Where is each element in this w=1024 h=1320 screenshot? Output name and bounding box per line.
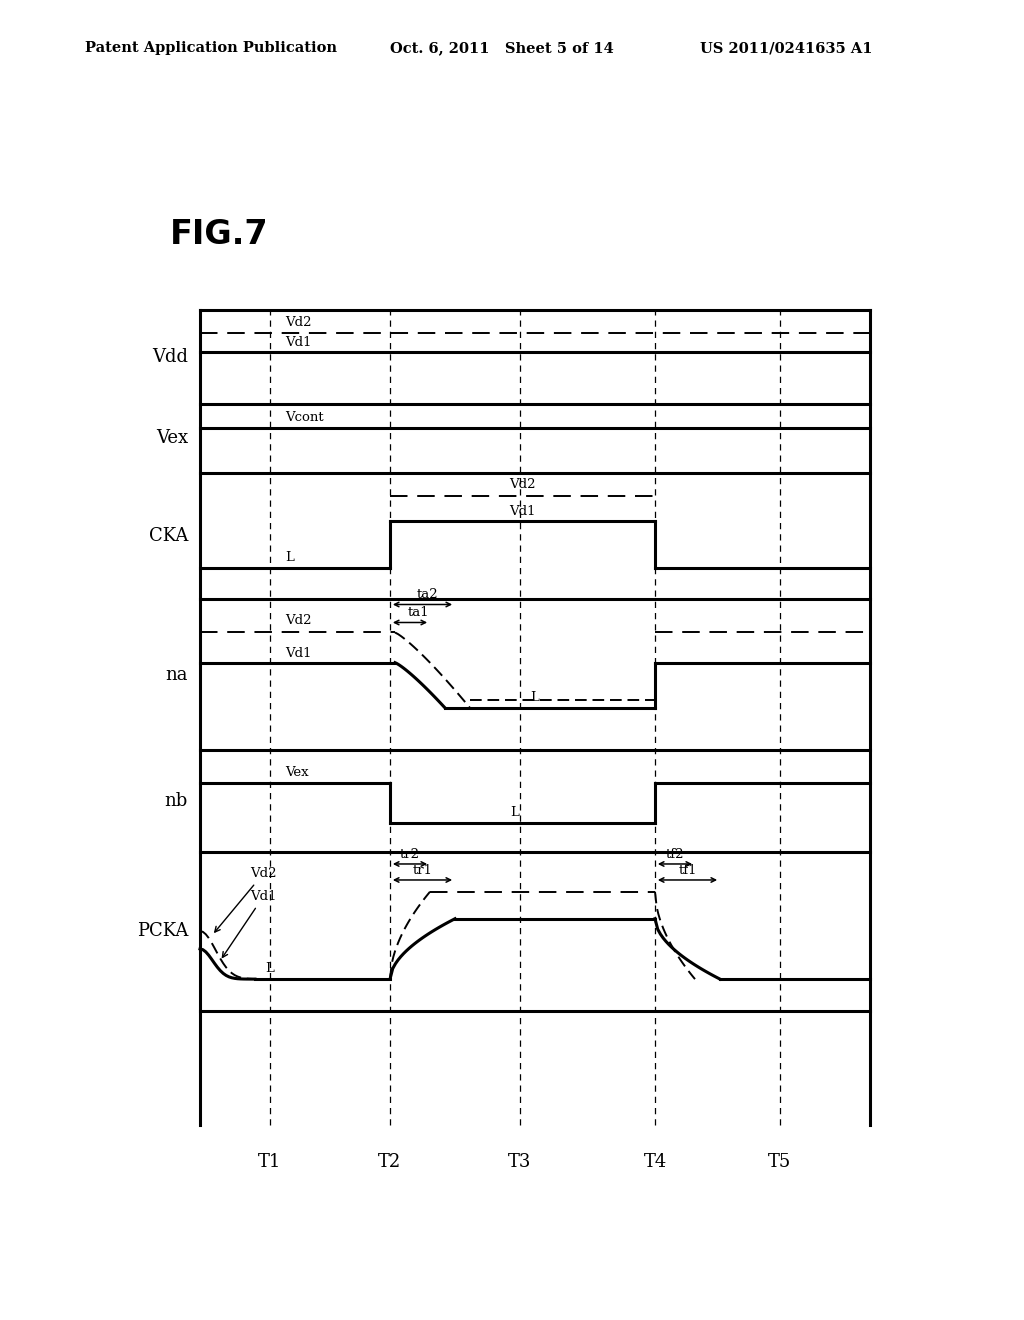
Text: L: L <box>285 550 294 564</box>
Text: Vd2: Vd2 <box>509 478 536 491</box>
Text: T4: T4 <box>643 1152 667 1171</box>
Text: T5: T5 <box>768 1152 792 1171</box>
Text: ta1: ta1 <box>408 606 429 619</box>
Text: FIG.7: FIG.7 <box>170 219 268 252</box>
Text: nb: nb <box>165 792 188 810</box>
Text: Vd1: Vd1 <box>222 890 276 957</box>
Text: L: L <box>265 962 273 975</box>
Text: T1: T1 <box>258 1152 282 1171</box>
Text: PCKA: PCKA <box>136 923 188 940</box>
Text: CKA: CKA <box>148 527 188 545</box>
Text: tf1: tf1 <box>678 865 696 876</box>
Text: tr1: tr1 <box>413 865 432 876</box>
Text: Vex: Vex <box>285 766 308 779</box>
Text: Vd1: Vd1 <box>509 506 536 517</box>
Text: tf2: tf2 <box>666 847 684 861</box>
Text: Patent Application Publication: Patent Application Publication <box>85 41 337 55</box>
Text: tr2: tr2 <box>400 847 420 861</box>
Text: US 2011/0241635 A1: US 2011/0241635 A1 <box>700 41 872 55</box>
Text: Vd2: Vd2 <box>285 317 311 330</box>
Text: Oct. 6, 2011   Sheet 5 of 14: Oct. 6, 2011 Sheet 5 of 14 <box>390 41 613 55</box>
Text: ta2: ta2 <box>417 589 438 602</box>
Text: Vcont: Vcont <box>285 411 324 424</box>
Text: Vd1: Vd1 <box>285 647 311 660</box>
Text: na: na <box>166 665 188 684</box>
Text: Vdd: Vdd <box>152 348 188 366</box>
Text: Vex: Vex <box>156 429 188 447</box>
Text: T3: T3 <box>508 1152 531 1171</box>
Text: L: L <box>510 807 519 820</box>
Text: T2: T2 <box>379 1152 401 1171</box>
Text: Vd1: Vd1 <box>285 337 311 350</box>
Text: L: L <box>530 690 539 704</box>
Text: Vd2: Vd2 <box>215 867 276 932</box>
Text: Vd2: Vd2 <box>285 615 311 627</box>
